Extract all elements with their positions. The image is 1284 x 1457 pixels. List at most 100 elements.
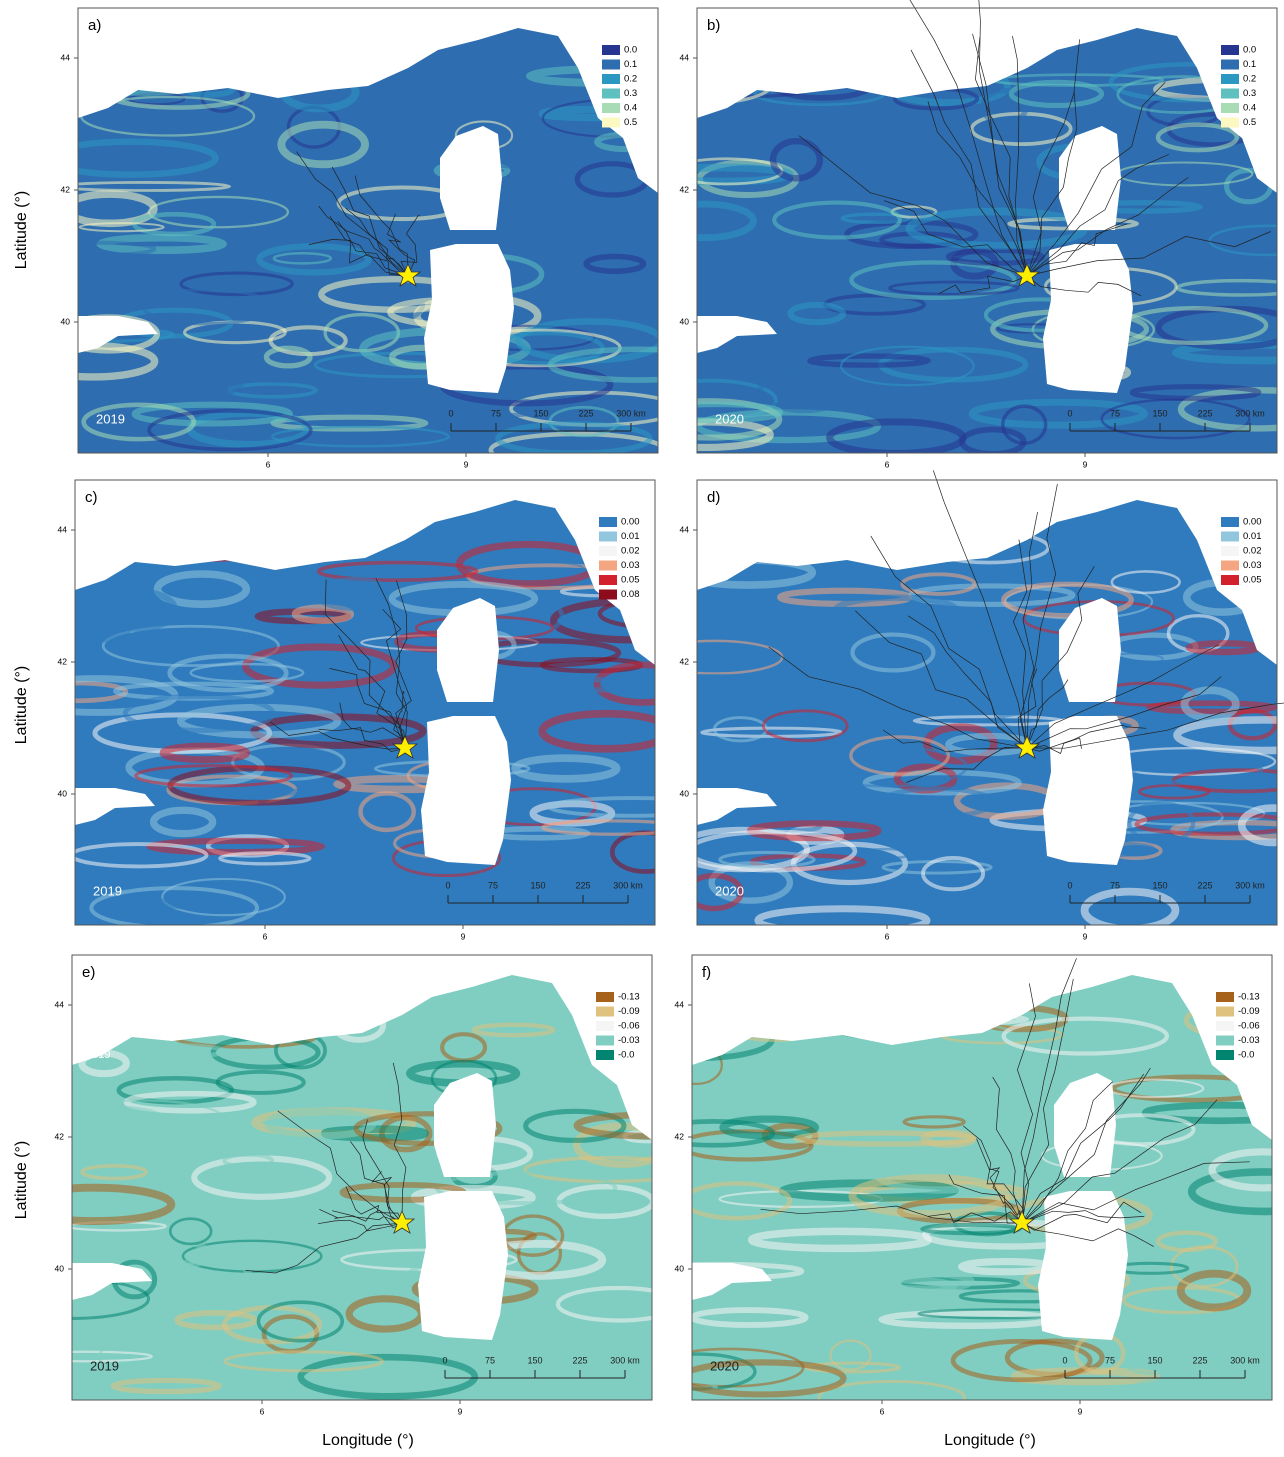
map-panel: e)20192019-0.13-0.09-0.06-0.03-0.0075150…	[0, 955, 728, 1416]
scale-label: 0	[1062, 1355, 1067, 1365]
x-tick-label: 9	[458, 1406, 463, 1416]
legend-label: -0.0	[1238, 1050, 1254, 1061]
legend-label: 0.02	[1243, 546, 1262, 557]
y-axis-title: Latitude (°)	[13, 191, 30, 269]
scale-label: 75	[1110, 880, 1120, 890]
legend-label: -0.0	[618, 1050, 634, 1061]
legend-swatch	[596, 1036, 614, 1046]
legend-label: -0.13	[1238, 992, 1260, 1003]
x-tick-label: 6	[885, 459, 890, 469]
x-tick-label: 9	[464, 459, 469, 469]
legend-swatch	[599, 517, 617, 527]
scale-label: 225	[572, 1355, 587, 1365]
scale-label: 150	[1152, 880, 1167, 890]
scale-label: 300 km	[1230, 1355, 1260, 1365]
x-tick-label: 6	[263, 931, 268, 941]
legend-label: 0.02	[621, 546, 640, 557]
map-panel: a)20190.00.10.20.30.40.5075150225300 km4…	[8, 8, 726, 469]
scale-label: 150	[533, 408, 548, 418]
scale-label: 300 km	[613, 880, 643, 890]
legend-swatch	[596, 992, 614, 1002]
legend-swatch	[1221, 118, 1239, 128]
y-tick-label: 40	[55, 1263, 65, 1273]
legend-swatch	[1221, 60, 1239, 70]
legend-swatch	[599, 532, 617, 542]
y-tick-label: 44	[55, 999, 65, 1009]
y-tick-label: 44	[680, 52, 690, 62]
scale-label: 0	[445, 880, 450, 890]
y-tick-label: 40	[675, 1263, 685, 1273]
y-tick-label: 40	[58, 788, 68, 798]
legend-label: 0.4	[624, 103, 637, 114]
y-tick-label: 42	[680, 184, 690, 194]
legend-label: 0.05	[621, 575, 640, 586]
y-tick-label: 42	[58, 656, 68, 666]
legend-label: 0.00	[1243, 517, 1262, 528]
legend-label: 0.0	[624, 45, 637, 56]
legend-label: -0.06	[618, 1021, 640, 1032]
x-tick-label: 6	[885, 931, 890, 941]
y-tick-label: 44	[680, 524, 690, 534]
legend-swatch	[599, 590, 617, 600]
legend-label: 0.5	[1243, 117, 1256, 128]
legend-label: 0.1	[624, 59, 637, 70]
year-watermark: 2019	[86, 1049, 110, 1061]
legend-label: 0.00	[621, 517, 640, 528]
scale-label: 300 km	[610, 1355, 640, 1365]
legend-label: 0.3	[624, 88, 637, 99]
map-panel: b)20200.00.10.20.30.40.5075150225300 km4…	[637, 0, 1284, 469]
legend-swatch	[596, 1050, 614, 1060]
scale-label: 75	[488, 880, 498, 890]
legend-label: 0.03	[1243, 560, 1262, 571]
legend-label: 0.5	[624, 117, 637, 128]
y-tick-label: 40	[680, 788, 690, 798]
scale-label: 300 km	[616, 408, 646, 418]
legend-swatch	[1216, 1050, 1234, 1060]
scale-label: 225	[1192, 1355, 1207, 1365]
legend-label: 0.4	[1243, 103, 1256, 114]
y-tick-label: 40	[61, 316, 71, 326]
legend-swatch	[1216, 992, 1234, 1002]
legend-swatch	[1221, 103, 1239, 113]
legend-label: 0.08	[621, 589, 640, 600]
year-label: 2020	[715, 883, 744, 898]
y-axis-title: Latitude (°)	[13, 1141, 30, 1219]
year-label: 2019	[93, 883, 122, 898]
legend-swatch	[1221, 532, 1239, 542]
y-tick-label: 42	[675, 1131, 685, 1141]
land	[418, 1191, 508, 1340]
legend-swatch	[602, 103, 620, 113]
x-tick-label: 6	[880, 1406, 885, 1416]
scale-label: 225	[575, 880, 590, 890]
x-tick-label: 9	[461, 931, 466, 941]
x-tick-label: 9	[1083, 931, 1088, 941]
legend-swatch	[1221, 575, 1239, 585]
year-label: 2020	[710, 1358, 739, 1373]
legend-swatch	[602, 60, 620, 70]
legend-label: -0.06	[1238, 1021, 1260, 1032]
year-label: 2019	[90, 1358, 119, 1373]
legend-label: 0.1	[1243, 59, 1256, 70]
legend-label: -0.03	[1238, 1035, 1260, 1046]
y-tick-label: 42	[61, 184, 71, 194]
figure: a)20190.00.10.20.30.40.5075150225300 km4…	[0, 0, 1284, 1452]
scale-label: 150	[527, 1355, 542, 1365]
panel-label: e)	[82, 964, 95, 981]
legend-swatch	[599, 561, 617, 571]
legend-swatch	[599, 546, 617, 556]
scale-label: 75	[1110, 408, 1120, 418]
scale-label: 75	[491, 408, 501, 418]
legend-swatch	[602, 89, 620, 99]
scale-label: 75	[485, 1355, 495, 1365]
panel-label: d)	[707, 489, 720, 506]
legend-label: 0.03	[621, 560, 640, 571]
legend-label: -0.03	[618, 1035, 640, 1046]
legend-swatch	[596, 1007, 614, 1017]
scale-label: 225	[578, 408, 593, 418]
year-label: 2020	[715, 411, 744, 426]
panel-label: f)	[702, 964, 711, 981]
legend-swatch	[1221, 517, 1239, 527]
legend-swatch	[1216, 1007, 1234, 1017]
legend-swatch	[1221, 45, 1239, 55]
scale-label: 150	[1147, 1355, 1162, 1365]
